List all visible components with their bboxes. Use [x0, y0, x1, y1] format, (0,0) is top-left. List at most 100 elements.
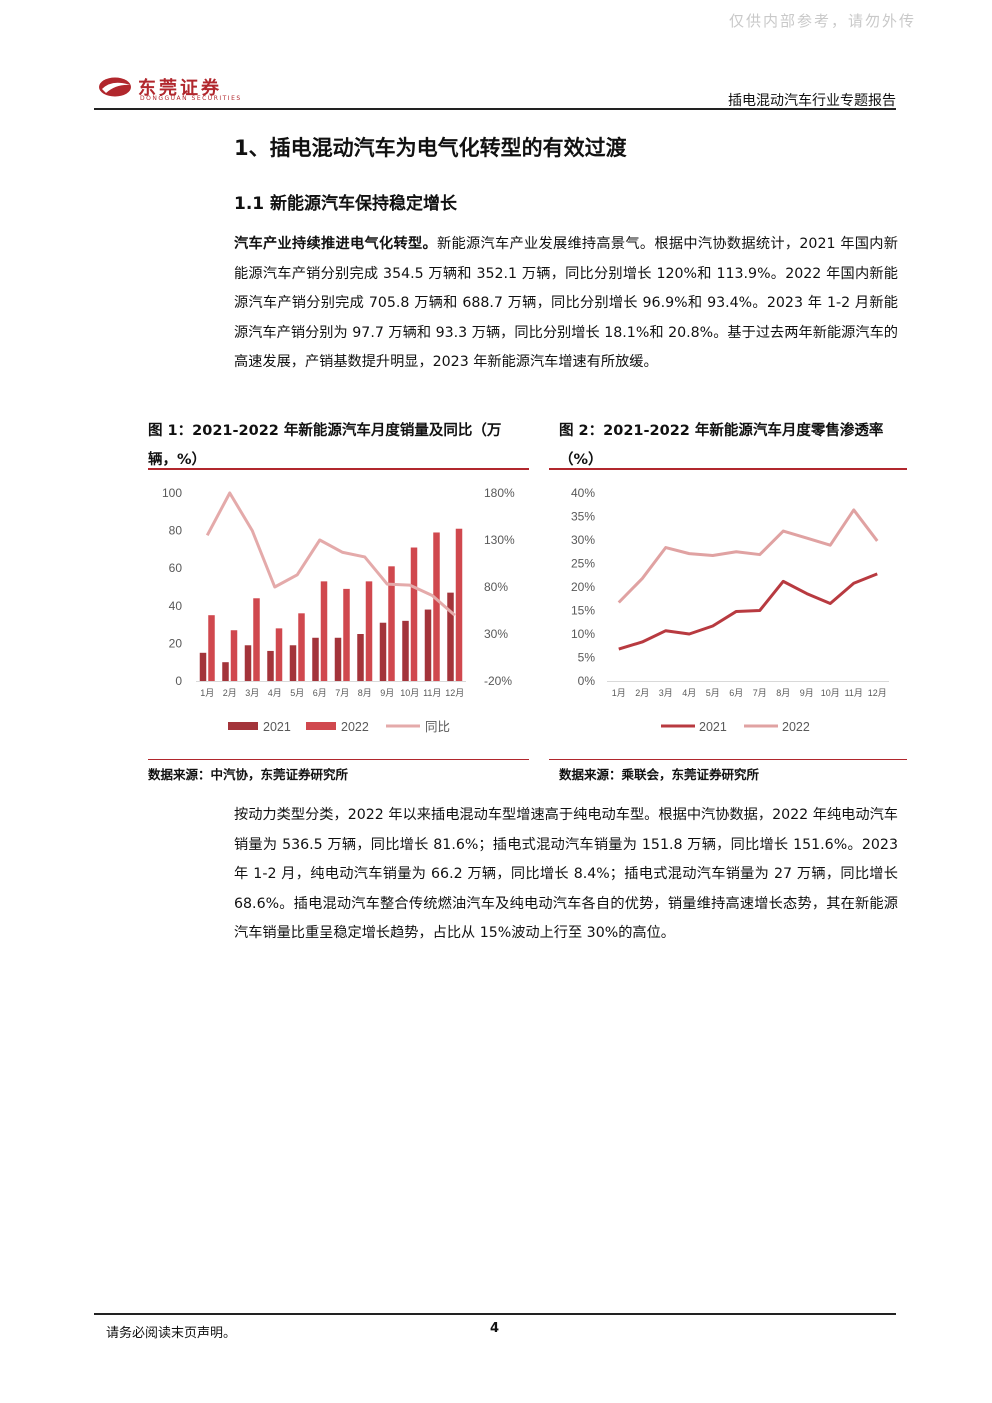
legend-yoy-label: 同比	[425, 720, 450, 734]
footer-disclaimer: 请务必阅读末页声明。	[106, 1326, 237, 1341]
x-tick-label: 6月	[729, 688, 743, 698]
figure-2-chart: 0% 5% 10% 15% 20% 25% 30% 35% 40% 1月 2月 3月 4月 5月 6月 7月 8…	[549, 475, 907, 755]
bar-2021	[379, 622, 387, 681]
paragraph-1-body: 新能源汽车产业发展维持高景气。根据中汽协数据统计，2021 年国内新能源汽车产销…	[234, 236, 898, 370]
y-tick-label: 35%	[571, 510, 595, 524]
legend-2021-label: 2021	[263, 720, 291, 734]
x-tick-label: 9月	[800, 688, 814, 698]
y-tick-label: 5%	[578, 651, 596, 665]
bar-2022	[275, 628, 283, 681]
paragraph-1-lead: 汽车产业持续推进电气化转型。	[234, 236, 437, 252]
figure-2-svg: 0% 5% 10% 15% 20% 25% 30% 35% 40% 1月 2月 3月 4月 5月 6月 7月 8…	[571, 486, 889, 734]
logo-subtext: DONGGUAN SECURITIES	[140, 95, 242, 102]
y-right-tick-label: 180%	[484, 486, 515, 500]
figure-2-top-rule	[549, 468, 907, 470]
y-left-tick-label: 40	[169, 599, 183, 613]
x-tick-label: 11月	[845, 688, 863, 698]
x-tick-label: 3月	[659, 688, 673, 698]
bar-2021	[424, 609, 432, 681]
y-left-tick-label: 20	[169, 636, 183, 650]
bar-2022	[365, 581, 373, 681]
bar-2022	[433, 532, 440, 681]
bar-2021	[267, 650, 274, 681]
section-heading: 1、插电混动汽车为电气化转型的有效过渡	[234, 136, 627, 160]
figure-1-source: 数据来源：中汽协，东莞证券研究所	[148, 767, 349, 782]
bar-2021	[334, 637, 342, 681]
bar-2021	[402, 620, 409, 681]
figure-2-bottom-rule	[549, 759, 907, 760]
x-tick-label: 4月	[268, 688, 282, 698]
y-right-tick-label: 130%	[484, 533, 515, 547]
header-divider	[94, 108, 896, 110]
bar-2021	[357, 634, 364, 681]
y-right-tick-label: 30%	[484, 627, 508, 641]
figure-2-title: 图 2：2021-2022 年新能源汽车月度零售渗透率（%）	[559, 423, 884, 468]
bar-2022	[230, 630, 238, 681]
subsection-heading: 1.1 新能源汽车保持稳定增长	[234, 194, 458, 214]
y-tick-label: 10%	[571, 627, 595, 641]
page-number: 4	[490, 1321, 500, 1336]
x-tick-label: 5月	[706, 688, 720, 698]
legend-2022-label: 2022	[341, 720, 369, 734]
watermark-text: 仅供内部参考，请勿外传	[728, 12, 916, 30]
y-left-tick-label: 0	[175, 674, 182, 688]
x-tick-label: 5月	[290, 688, 304, 698]
y-left-tick-label: 80	[169, 524, 183, 538]
logo-swoosh-icon	[99, 77, 131, 97]
y-right-tick-label: 80%	[484, 580, 508, 594]
bar-2022	[298, 613, 305, 681]
bar-2022	[343, 588, 350, 681]
y-tick-label: 20%	[571, 580, 595, 594]
figure-1-title: 图 1：2021-2022 年新能源汽车月度销量及同比（万辆，%）	[148, 423, 502, 468]
line-2022	[617, 508, 879, 604]
legend-2021-label: 2021	[699, 720, 727, 734]
y-tick-label: 25%	[571, 557, 595, 571]
y-left-tick-label: 100	[162, 486, 182, 500]
x-tick-label: 9月	[380, 688, 394, 698]
bar-2022	[208, 615, 215, 681]
logo-text: 东莞证券	[138, 78, 222, 99]
x-tick-label: 2月	[223, 688, 237, 698]
x-tick-label: 4月	[682, 688, 696, 698]
y-tick-label: 30%	[571, 533, 595, 547]
x-tick-label: 10月	[821, 688, 840, 698]
line-2021	[618, 572, 878, 651]
x-tick-label: 12月	[868, 688, 887, 698]
bar-2022	[320, 581, 328, 681]
legend-2022-swatch	[306, 722, 336, 730]
bar-2021	[312, 637, 319, 681]
paragraph-2: 按动力类型分类，2022 年以来插电混动车型增速高于纯电动车型。根据中汽协数据，…	[234, 807, 898, 941]
x-tick-label: 11月	[423, 688, 441, 698]
y-right-tick-label: -20%	[484, 674, 512, 688]
x-tick-label: 1月	[612, 688, 626, 698]
figure-2-source: 数据来源：乘联会，东莞证券研究所	[559, 767, 760, 782]
x-tick-label: 12月	[445, 688, 464, 698]
figure-1-bottom-rule	[148, 759, 529, 760]
yoy-line	[205, 491, 456, 617]
company-logo: 东莞证券 DONGGUAN SECURITIES	[98, 74, 258, 104]
bar-2021	[244, 645, 252, 681]
bar-2022	[388, 566, 395, 681]
bar-2021	[199, 652, 207, 681]
figure-1-svg: 0 20 40 60 80 100 -20% 30% 80% 130% 180% 1月 2月 3月 4月 5月…	[162, 486, 515, 734]
bar-2021	[222, 662, 229, 681]
bar-2021	[447, 592, 454, 681]
footer-divider	[94, 1313, 896, 1315]
y-left-tick-label: 60	[169, 561, 183, 575]
x-tick-label: 1月	[200, 688, 214, 698]
x-tick-label: 6月	[313, 688, 327, 698]
figure-1-top-rule	[148, 468, 529, 470]
bar-2022	[410, 547, 418, 681]
report-title: 插电混动汽车行业专题报告	[728, 93, 896, 109]
x-tick-label: 2月	[635, 688, 649, 698]
bar-2021	[289, 645, 297, 681]
x-tick-label: 7月	[335, 688, 349, 698]
y-tick-label: 0%	[578, 674, 596, 688]
x-tick-label: 3月	[245, 688, 259, 698]
x-tick-label: 7月	[753, 688, 767, 698]
figure-1-chart: 0 20 40 60 80 100 -20% 30% 80% 130% 180% 1月 2月 3月 4月 5月…	[148, 475, 529, 755]
x-tick-label: 8月	[358, 688, 372, 698]
bar-2022	[455, 528, 463, 681]
y-tick-label: 40%	[571, 486, 595, 500]
bar-2022	[253, 598, 260, 681]
